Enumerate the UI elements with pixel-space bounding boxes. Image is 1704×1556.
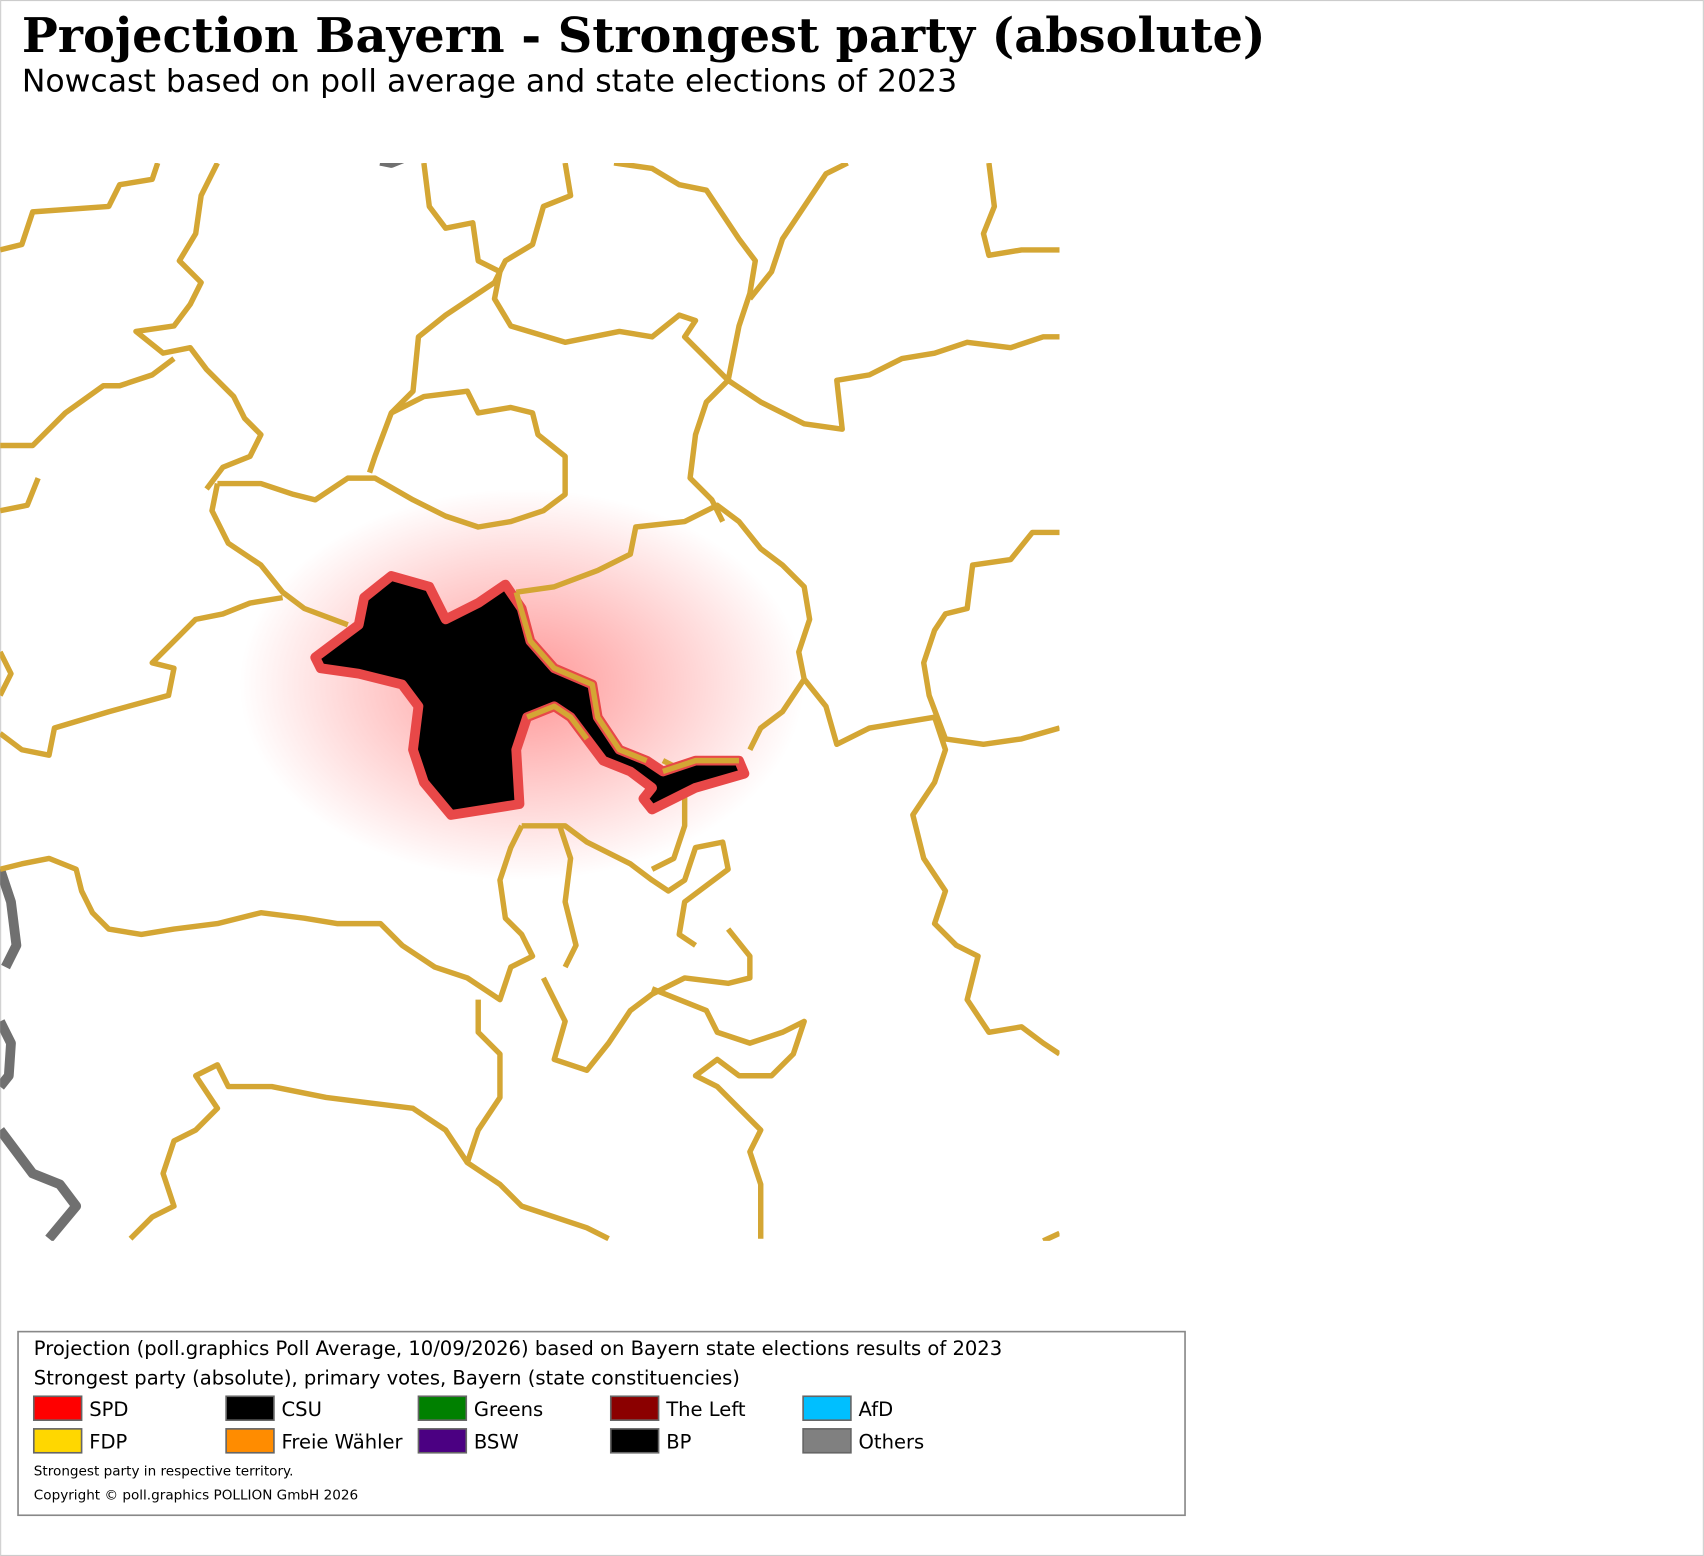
legend-label: Greens — [474, 1398, 543, 1421]
legend-label: SPD — [89, 1398, 128, 1421]
legend-label: Others — [859, 1430, 925, 1453]
legend-label: BSW — [474, 1430, 519, 1453]
legend-swatch — [802, 1428, 852, 1454]
legend-line: Strongest party (absolute), primary vote… — [34, 1366, 740, 1389]
legend-box — [17, 1330, 1186, 1517]
legend-swatch — [417, 1395, 468, 1421]
legend-swatch — [32, 1395, 83, 1421]
legend-label: AfD — [859, 1398, 894, 1421]
legend-swatch — [609, 1395, 660, 1421]
legend-line: Projection (poll.graphics Poll Average, … — [34, 1337, 1002, 1360]
legend-swatch — [225, 1428, 275, 1454]
legend-label: BP — [666, 1430, 691, 1453]
legend-label: The Left — [665, 1398, 746, 1421]
legend-swatch — [417, 1428, 468, 1454]
legend-note: Strongest party in respective territory. — [34, 1464, 294, 1480]
legend-swatch — [802, 1395, 852, 1421]
legend-items: SPD CSU Greens The Left AfD FDP Freie Wähler BS… — [32, 1395, 925, 1454]
legend-swatch — [32, 1428, 83, 1454]
legend-label: CSU — [282, 1398, 322, 1421]
legend-label: FDP — [89, 1430, 127, 1453]
title: Projection Bayern - Strongest party (abs… — [22, 8, 1266, 64]
legend-swatch — [609, 1428, 660, 1454]
legend-swatch — [225, 1395, 275, 1421]
legend-label: Freie Wähler — [282, 1430, 404, 1453]
legend-note: Copyright © poll.graphics POLLION GmbH 2… — [34, 1487, 358, 1503]
subtitle: Nowcast based on poll average and state … — [22, 63, 957, 99]
map — [0, 162, 1060, 1241]
